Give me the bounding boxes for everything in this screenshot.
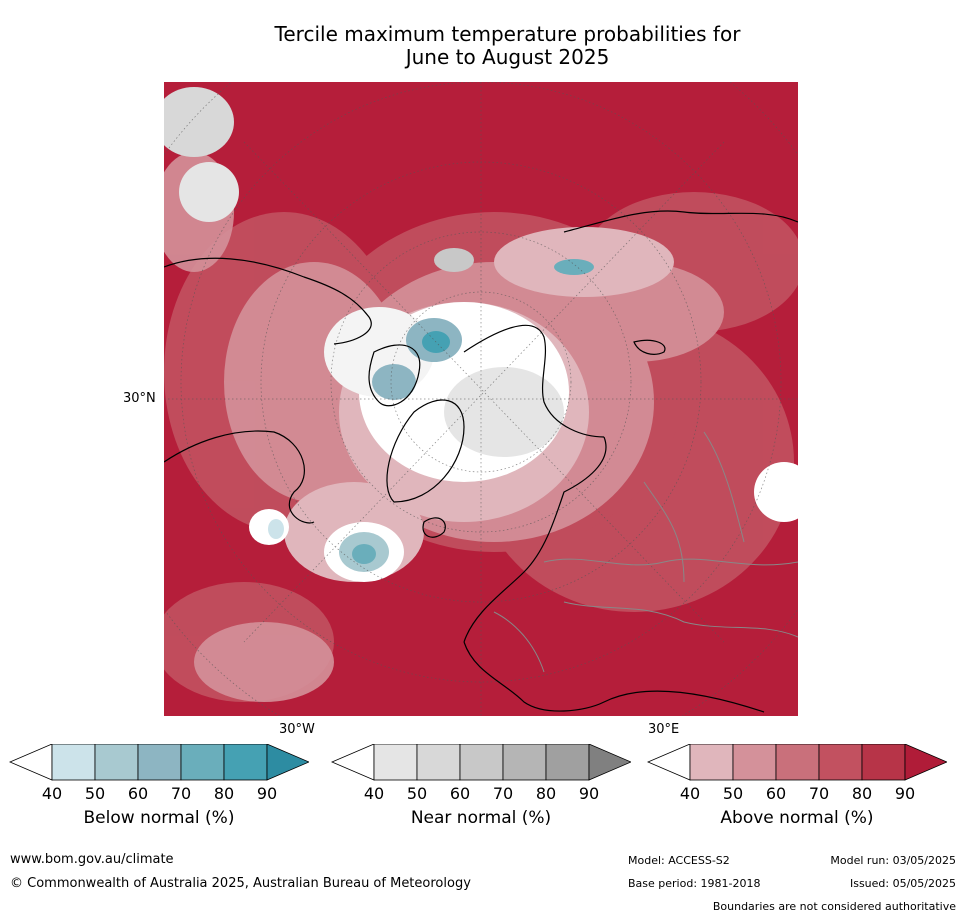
above-normal-swatch-70: [818, 744, 863, 781]
below-normal-region: [268, 259, 594, 572]
colorbar-above-normal-label: Above normal (%): [720, 808, 874, 828]
latitude-label-30n: 30°N: [123, 391, 156, 406]
colorbar-near-normal-label: Near normal (%): [410, 808, 552, 828]
graticule: [164, 82, 798, 716]
footer-model-run: Model run: 03/05/2025: [830, 854, 956, 867]
near-normal-tick-80: 80: [535, 784, 557, 803]
below-normal-swatch-40: [51, 744, 96, 781]
above-normal-extend-high: [904, 744, 947, 781]
footer-model: Model: ACCESS-S2: [628, 854, 730, 867]
colorbar-near-normal: Near normal (%) 40 50 60 70 80 90: [331, 744, 631, 834]
near-normal-swatch-40: [373, 744, 418, 781]
below-normal-swatch-50: [94, 744, 139, 781]
near-normal-swatch-80: [545, 744, 590, 781]
near-normal-tick-50: 50: [406, 784, 428, 803]
near-normal-swatch-70: [502, 744, 547, 781]
colorbar-above-normal: Above normal (%) 40 50 60 70 80 90: [647, 744, 947, 834]
above-normal-extend-low: [647, 744, 691, 781]
below-normal-swatch-80: [223, 744, 268, 781]
longitude-label-30e: 30°E: [648, 722, 680, 737]
footer-url: www.bom.gov.au/climate: [10, 852, 174, 867]
near-normal-tick-90: 90: [578, 784, 600, 803]
below-normal-extend-high: [266, 744, 309, 781]
colorbar-below-normal-label: Below normal (%): [83, 808, 235, 828]
near-normal-extend-low: [331, 744, 375, 781]
colorbar-below-normal: Below normal (%) 40 50 60 70 80 90: [9, 744, 309, 834]
near-normal-tick-40: 40: [363, 784, 385, 803]
near-normal-swatch-50: [416, 744, 461, 781]
above-normal-tick-50: 50: [722, 784, 744, 803]
below-normal-tick-80: 80: [213, 784, 235, 803]
below-normal-tick-60: 60: [127, 784, 149, 803]
longitude-label-30w: 30°W: [279, 722, 315, 737]
below-normal-tick-90: 90: [256, 784, 278, 803]
above-normal-swatch-60: [775, 744, 820, 781]
above-normal-tick-60: 60: [765, 784, 787, 803]
map-title-line1: Tercile maximum temperature probabilitie…: [274, 22, 741, 46]
above-normal-tick-80: 80: [851, 784, 873, 803]
below-normal-tick-50: 50: [84, 784, 106, 803]
coastlines: [164, 210, 798, 713]
below-normal-tick-70: 70: [170, 784, 192, 803]
above-normal-swatch-50: [732, 744, 777, 781]
footer-disclaimer: Boundaries are not considered authoritat…: [712, 900, 956, 913]
footer-base-period: Base period: 1981-2018: [628, 877, 761, 890]
near-normal-swatch-60: [459, 744, 504, 781]
above-normal-swatch-80: [861, 744, 906, 781]
political-borders: [493, 431, 798, 673]
above-normal-tick-90: 90: [894, 784, 916, 803]
polar-probability-map: [164, 82, 798, 716]
below-normal-swatch-60: [137, 744, 182, 781]
footer-copyright: © Commonwealth of Australia 2025, Austra…: [10, 876, 471, 891]
below-normal-extend-low: [9, 744, 53, 781]
colorbar-near-normal-swatches: [331, 744, 631, 781]
near-normal-tick-60: 60: [449, 784, 471, 803]
above-normal-swatch-40: [689, 744, 734, 781]
near-normal-tick-70: 70: [492, 784, 514, 803]
above-normal-tick-70: 70: [808, 784, 830, 803]
footer-issued: Issued: 05/05/2025: [849, 877, 956, 890]
colorbar-below-normal-swatches: [9, 744, 309, 781]
colorbar-above-normal-swatches: [647, 744, 947, 781]
near-normal-extend-high: [588, 744, 631, 781]
below-normal-tick-40: 40: [41, 784, 63, 803]
below-normal-swatch-70: [180, 744, 225, 781]
map-title-line2: June to August 2025: [405, 45, 610, 69]
above-normal-tick-40: 40: [679, 784, 701, 803]
